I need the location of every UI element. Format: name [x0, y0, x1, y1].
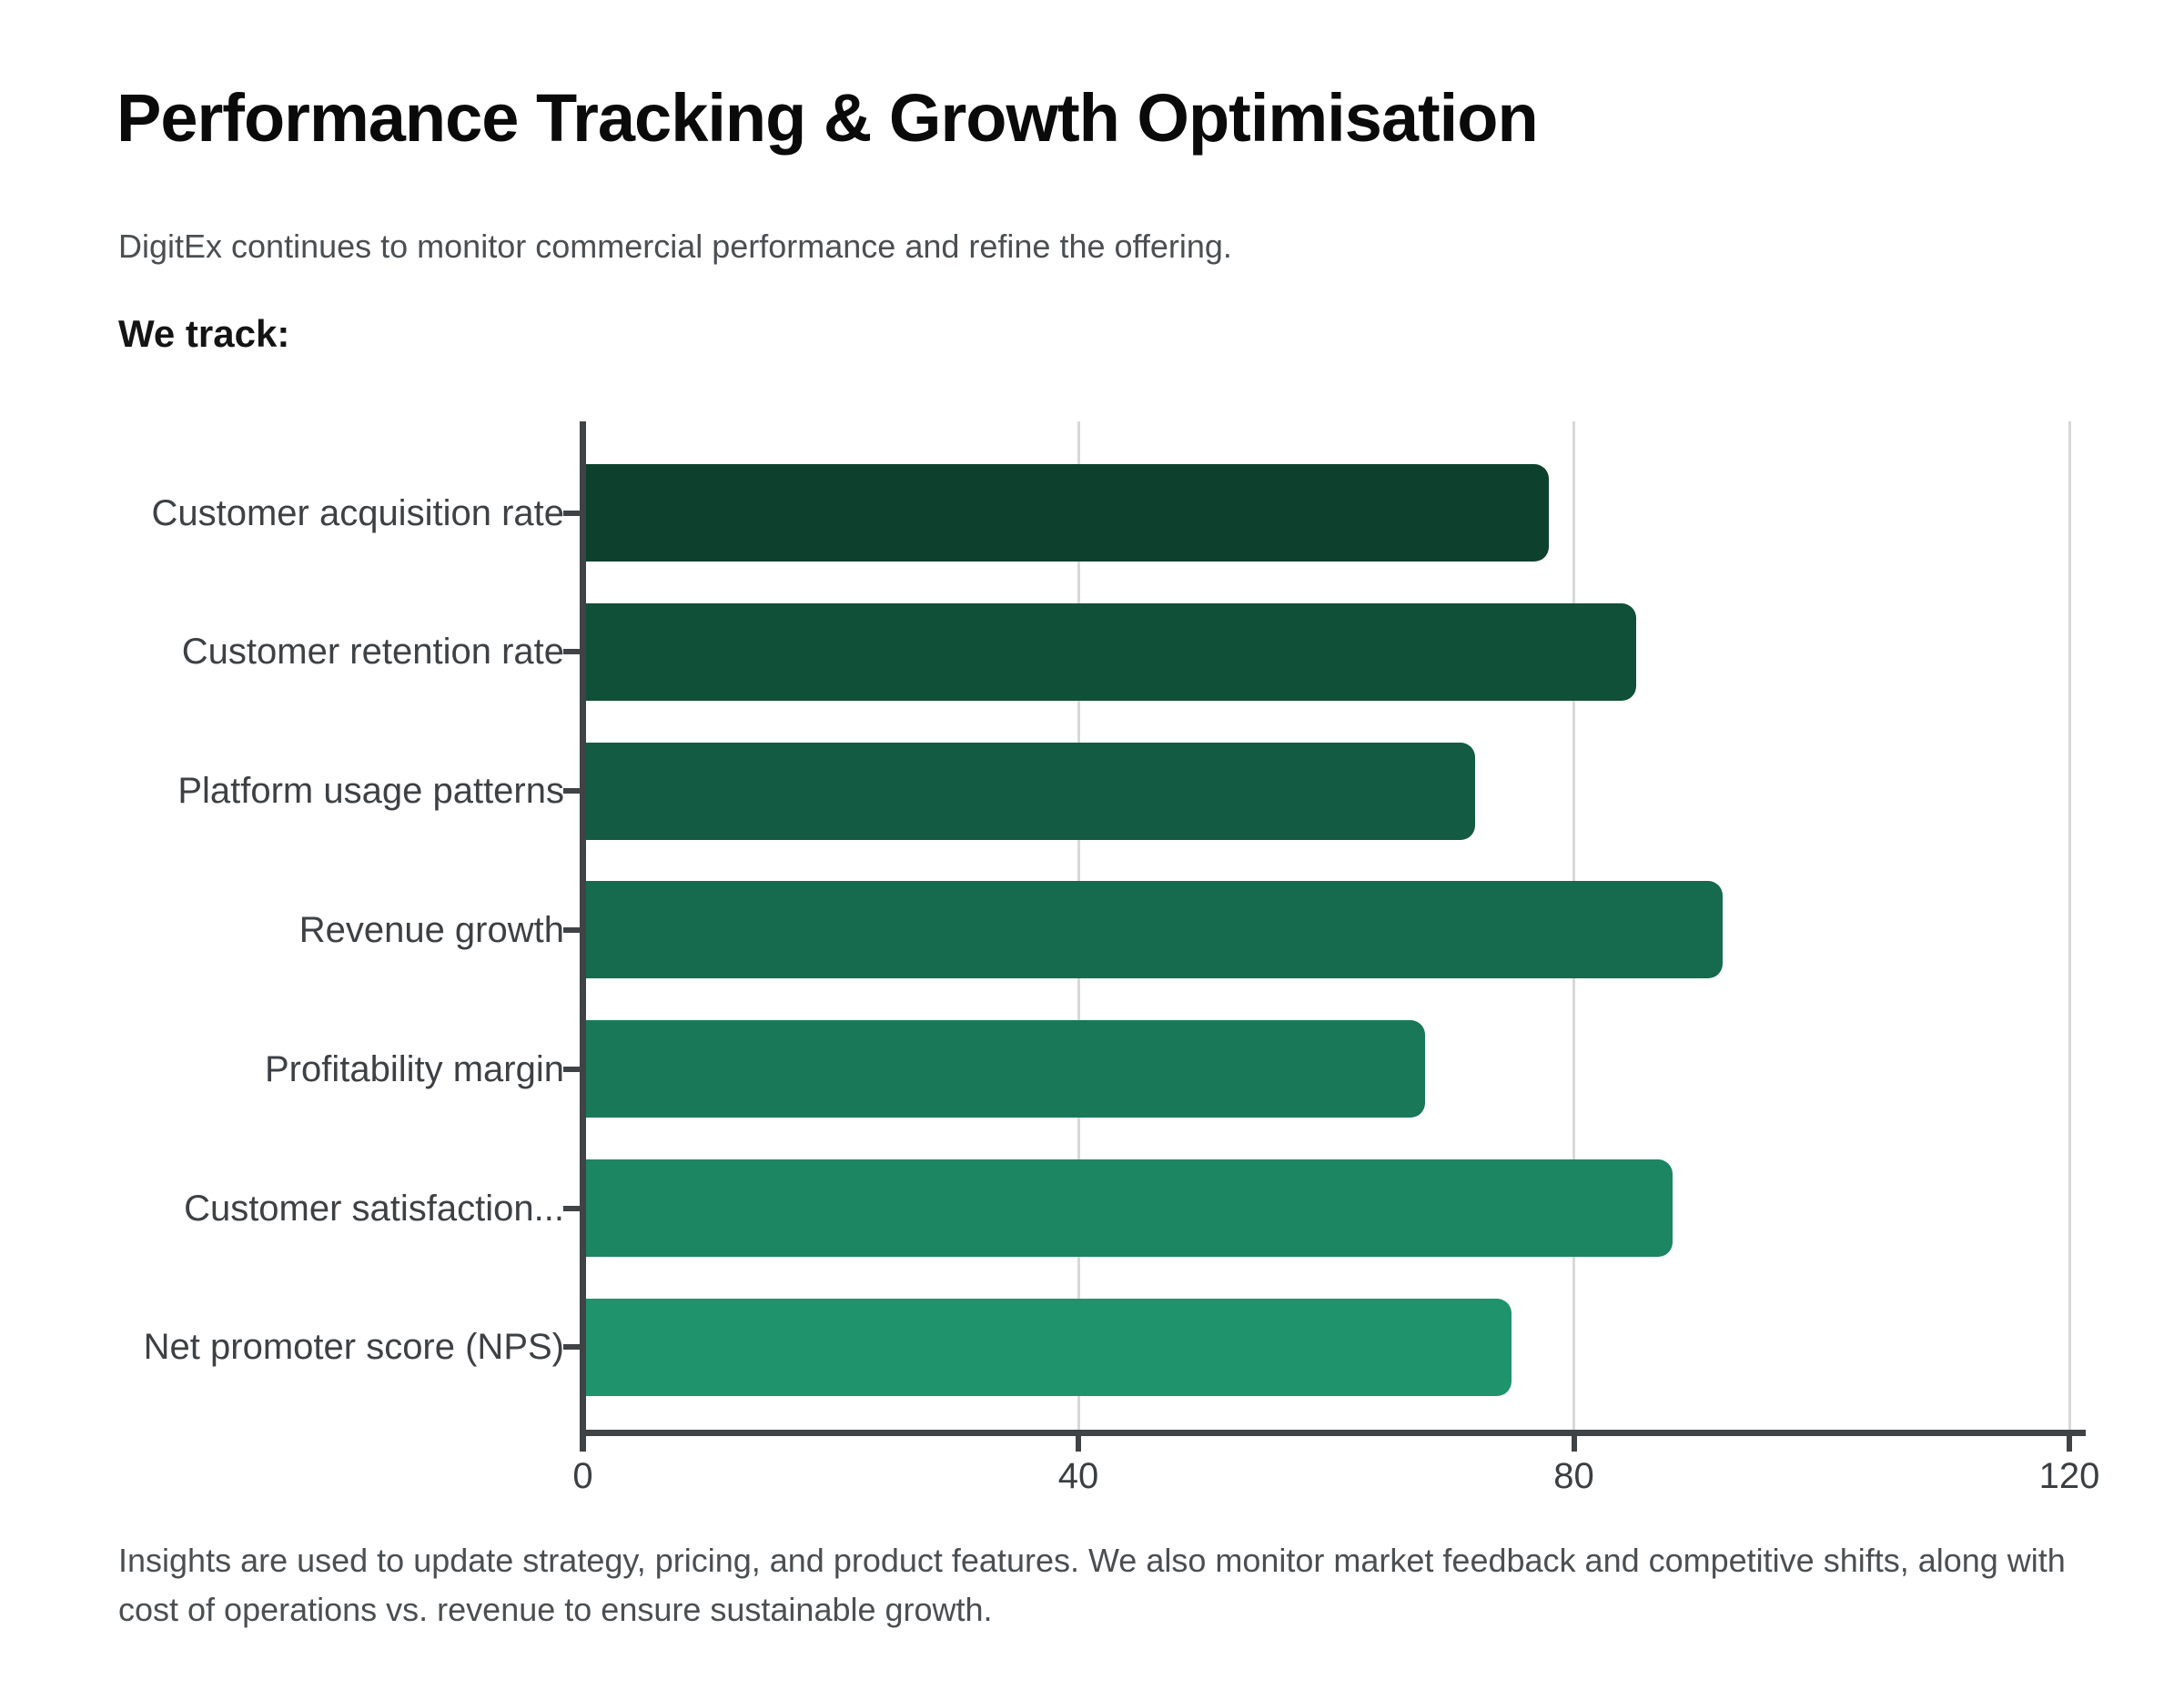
bar-3	[586, 743, 1475, 840]
bar-4	[586, 881, 1723, 978]
bar-2	[586, 603, 1636, 701]
category-label: Platform usage patterns	[177, 771, 564, 811]
x-axis-tick-label: 80	[1553, 1456, 1594, 1496]
category-label: Net promoter score (NPS)	[143, 1327, 564, 1367]
x-axis-tick-label: 40	[1057, 1456, 1099, 1496]
category-tick	[563, 788, 580, 794]
x-axis-tick-label: 0	[572, 1456, 593, 1496]
footer-note: Insights are used to update strategy, pr…	[118, 1542, 2066, 1628]
category-label: Customer satisfaction...	[184, 1189, 564, 1229]
section-heading: We track:	[118, 312, 290, 355]
bar-1	[586, 464, 1549, 562]
bar-5	[586, 1020, 1425, 1118]
x-axis-tick-80	[1571, 1436, 1577, 1452]
category-tick	[563, 927, 580, 933]
category-label: Customer retention rate	[181, 632, 564, 672]
bar-6	[586, 1159, 1673, 1257]
category-label: Profitability margin	[264, 1049, 564, 1089]
page-subtitle: DigitEx continues to monitor commercial …	[118, 228, 1232, 265]
category-label: Revenue growth	[298, 910, 564, 950]
category-tick	[563, 1206, 580, 1211]
x-axis-tick-120	[2067, 1436, 2072, 1452]
y-axis-line	[580, 421, 586, 1452]
gridline-120	[2068, 421, 2071, 1430]
x-axis-tick-label: 120	[2038, 1456, 2100, 1496]
x-axis-tick-40	[1076, 1436, 1081, 1452]
category-tick	[563, 511, 580, 516]
category-label: Customer acquisition rate	[151, 493, 564, 533]
category-tick	[563, 1344, 580, 1350]
category-tick	[563, 649, 580, 654]
category-tick	[563, 1067, 580, 1072]
page-title: Performance Tracking & Growth Optimisati…	[116, 80, 1539, 156]
bar-7	[586, 1299, 1512, 1396]
x-axis-line	[580, 1430, 2086, 1436]
